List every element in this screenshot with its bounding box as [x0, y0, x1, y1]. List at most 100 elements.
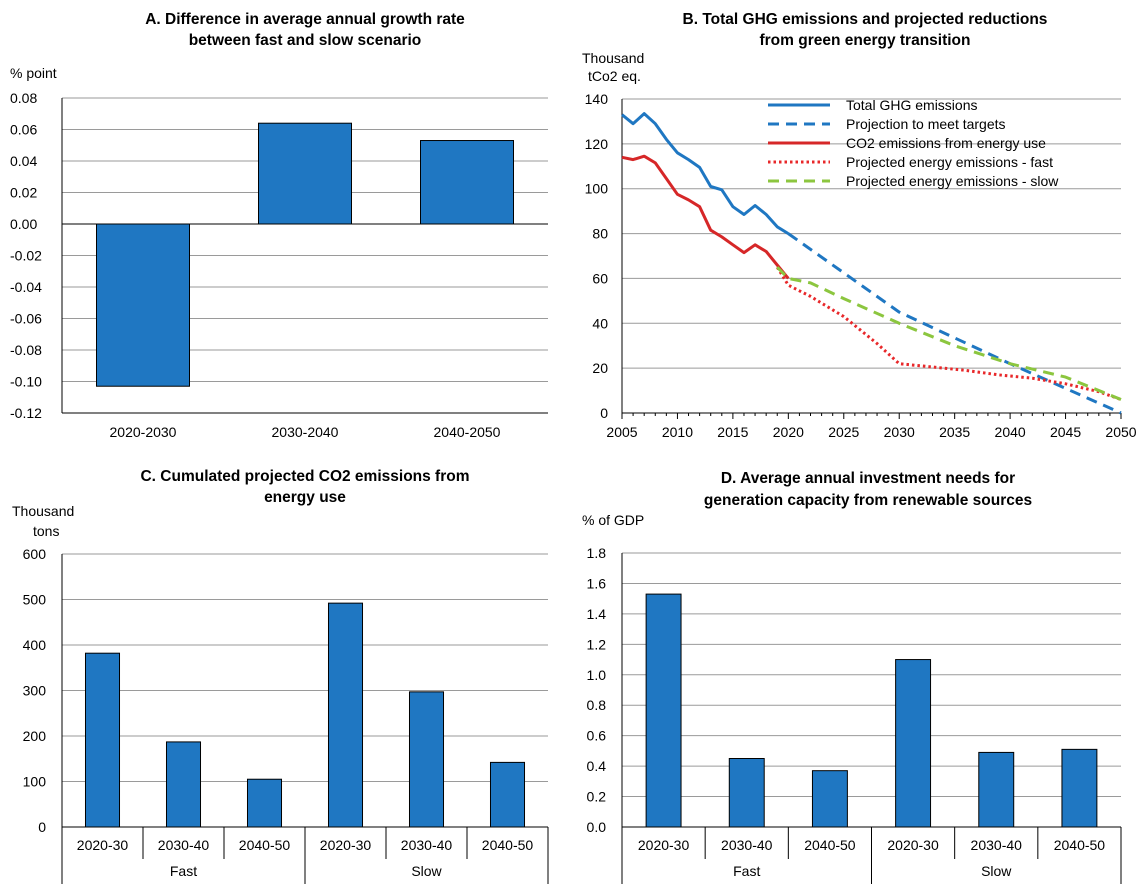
panel-c-xtick-label: 2030-40 [401, 837, 453, 853]
panel-b-title-line-2: from green energy transition [759, 32, 970, 49]
panel-d-ytick-label: 1.4 [587, 606, 607, 622]
panel-c-xtick-label: 2020-30 [77, 837, 129, 853]
panel-d-ytick-label: 0.6 [587, 728, 607, 744]
panel-b-ytick-label: 100 [585, 181, 609, 197]
panel-c-bar [489, 761, 526, 828]
panel-a-ytick-label: 0.00 [10, 216, 37, 232]
panel-d-xtick-label: 2030-40 [971, 837, 1023, 853]
panel-a-ytick-label: -0.10 [10, 374, 42, 390]
panel-c-xtick-label: 2020-30 [320, 837, 372, 853]
panel-a-ytick-label: 0.08 [10, 90, 37, 106]
panel-d-ytick-label: 1.8 [587, 545, 607, 561]
panel-b-ytick-label: 20 [592, 360, 608, 376]
panel-d-title-line-2: generation capacity from renewable sourc… [704, 492, 1032, 509]
panel-b-xtick-label: 2005 [606, 424, 637, 440]
panel-d-bar [811, 770, 848, 828]
panel-a-bar [258, 122, 352, 225]
panel-c-bar [165, 741, 202, 828]
panel-d-xtick-label: 2020-30 [638, 837, 690, 853]
panel-b-unit-label-line-2: tCo2 eq. [588, 68, 641, 84]
panel-b-xtick-label: 2020 [773, 424, 804, 440]
panel-c-bar [84, 652, 121, 828]
panel-a-bar [420, 140, 514, 225]
panel-c-title-line-2: energy use [264, 489, 346, 506]
panel-b-xtick-label: 2030 [884, 424, 915, 440]
panel-b-xtick-label: 2025 [828, 424, 859, 440]
panel-d-ytick-label: 1.2 [587, 636, 607, 652]
panel-c-ytick-label: 400 [23, 637, 47, 653]
panel-d-ytick-label: 1.6 [587, 575, 607, 591]
panel-c-bar [246, 778, 283, 828]
panel-c-group-label: Slow [411, 863, 442, 879]
panel-d-title-line-1: D. Average annual investment needs for [721, 470, 1015, 487]
panel-a-ytick-label: -0.06 [10, 311, 42, 327]
panel-b-xtick-label: 2050 [1105, 424, 1136, 440]
panel-a-xtick-label: 2030-2040 [272, 424, 339, 440]
panel-b-xtick-label: 2040 [995, 424, 1026, 440]
panel-c-unit-label-line-2: tons [33, 523, 59, 539]
panel-b-ytick-label: 120 [585, 136, 609, 152]
panel-d-group-label: Slow [981, 863, 1012, 879]
panel-b-xtick-label: 2035 [939, 424, 970, 440]
panel-b-legend-label: Projected energy emissions - slow [846, 173, 1059, 189]
panel-d-xtick-label: 2040-50 [804, 837, 856, 853]
panel-b-ytick-label: 140 [585, 91, 609, 107]
panel-a-title-line-2: between fast and slow scenario [189, 32, 422, 49]
panel-b-legend-label: Projection to meet targets [846, 116, 1006, 132]
panel-d-bar [895, 659, 932, 828]
panel-d-ytick-label: 0.0 [587, 819, 607, 835]
panel-b-ytick-label: 40 [592, 315, 608, 331]
panel-b-xtick-label: 2010 [662, 424, 693, 440]
panel-a-bar [96, 223, 190, 387]
panel-c-ytick-label: 100 [23, 774, 47, 790]
panel-d-xtick-label: 2020-30 [887, 837, 939, 853]
panel-a-xtick-label: 2020-2030 [110, 424, 177, 440]
panel-b-ytick-label: 0 [600, 405, 608, 421]
panel-a-title-line-1: A. Difference in average annual growth r… [145, 11, 465, 28]
panel-d-ytick-label: 0.2 [587, 789, 607, 805]
panel-c-bar [327, 602, 364, 828]
panel-a-unit-label: % point [10, 65, 57, 81]
panel-a-ytick-label: 0.06 [10, 122, 37, 138]
panel-a-xtick-label: 2040-2050 [434, 424, 501, 440]
panel-c-xtick-label: 2040-50 [482, 837, 534, 853]
panel-d-ytick-label: 1.0 [587, 667, 607, 683]
panel-b-xtick-label: 2045 [1050, 424, 1081, 440]
panel-b-legend-label: Total GHG emissions [846, 97, 977, 113]
panel-c-unit-label-line-1: Thousand [12, 503, 74, 519]
panel-b-series-line-1 [621, 112, 790, 235]
panel-b-ytick-label: 60 [592, 270, 608, 286]
panel-d-ytick-label: 0.4 [587, 758, 607, 774]
panel-b-ytick-label: 80 [592, 226, 608, 242]
panel-c-xtick-label: 2030-40 [158, 837, 210, 853]
panel-d-bar [645, 593, 682, 828]
panel-c-ytick-label: 0 [38, 819, 46, 835]
panel-d-bar [1061, 748, 1098, 828]
panel-b-unit-label-line-1: Thousand [582, 50, 644, 66]
panel-b-legend-label: CO2 emissions from energy use [846, 135, 1046, 151]
panel-b-xtick-label: 2015 [717, 424, 748, 440]
panel-d-unit-label: % of GDP [582, 512, 644, 528]
panel-a-ytick-label: -0.12 [10, 405, 42, 421]
panel-d-group-label: Fast [733, 863, 760, 879]
panel-c-ytick-label: 500 [23, 592, 47, 608]
panel-b-title-line-1: B. Total GHG emissions and projected red… [683, 11, 1048, 28]
panel-a-ytick-label: -0.04 [10, 279, 42, 295]
panel-c-ytick-label: 200 [23, 728, 47, 744]
panel-c-xtick-label: 2040-50 [239, 837, 291, 853]
panel-a-ytick-label: -0.02 [10, 248, 42, 264]
panel-c-group-label: Fast [170, 863, 197, 879]
panel-d-bar [978, 751, 1015, 828]
panel-c-title-line-1: C. Cumulated projected CO2 emissions fro… [140, 468, 469, 485]
panel-a-ytick-label: 0.04 [10, 153, 37, 169]
panel-b-legend-label: Projected energy emissions - fast [846, 154, 1053, 170]
panel-d-xtick-label: 2030-40 [721, 837, 773, 853]
panel-c-ytick-label: 600 [23, 546, 47, 562]
panel-a-ytick-label: -0.08 [10, 342, 42, 358]
panel-d-bar [728, 758, 765, 828]
panel-d-xtick-label: 2040-50 [1054, 837, 1106, 853]
panel-b-series-line-3 [621, 154, 790, 280]
panel-b-series-line-4 [775, 266, 1122, 401]
